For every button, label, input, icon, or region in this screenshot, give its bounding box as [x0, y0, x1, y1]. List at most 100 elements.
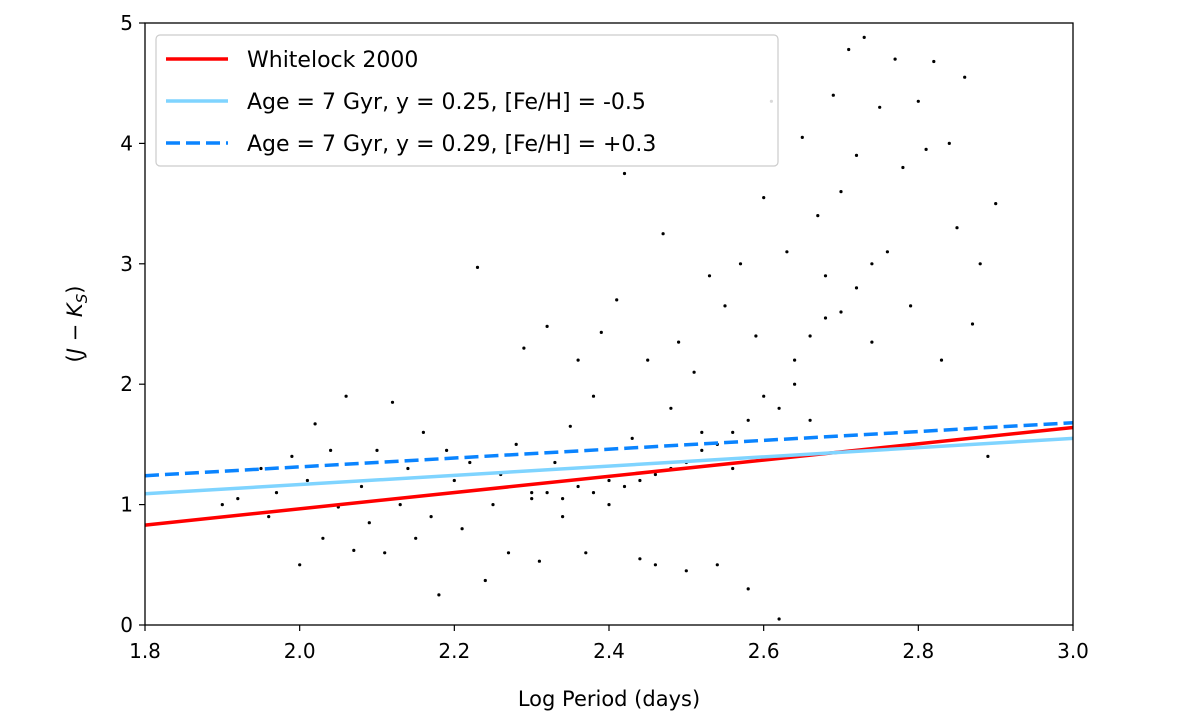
scatter-point: [414, 536, 418, 540]
scatter-point: [429, 515, 433, 519]
scatter-point: [847, 47, 851, 52]
scatter-point: [607, 503, 611, 507]
legend-label-2: Age = 7 Gyr, y = 0.25, [Fe/H] = -0.5: [247, 90, 646, 115]
legend-box: [155, 34, 779, 167]
scatter-point: [854, 286, 859, 290]
scatter-point: [939, 358, 944, 362]
scatter-point: [460, 527, 464, 531]
scatter-point: [375, 448, 379, 452]
x-tick-label: 2.4: [593, 639, 625, 663]
scatter-point: [638, 478, 642, 483]
series-line-3: [144, 420, 1074, 478]
scatter-point: [731, 430, 735, 434]
y-tick-label: 1: [120, 493, 133, 517]
scatter-point: [367, 521, 371, 525]
x-axis: 1.8 2.0 2.2 2.4 2.6 2.8 3.0: [129, 625, 1089, 663]
scatter-point: [669, 406, 673, 410]
scatter-point: [831, 93, 835, 97]
scatter-point: [468, 460, 472, 465]
x-tick-label: 1.8: [129, 639, 161, 663]
scatter-point: [321, 536, 325, 540]
scatter-point: [746, 418, 750, 422]
scatter-point: [274, 491, 279, 495]
scatter-point: [885, 250, 890, 254]
scatter-point: [978, 262, 982, 266]
x-tick-label: 2.0: [284, 639, 316, 663]
scatter-point: [390, 400, 395, 404]
scatter-point: [731, 466, 735, 471]
scatter-point: [591, 394, 596, 398]
scatter-point: [955, 226, 959, 230]
scatter-point: [290, 454, 294, 458]
scatter-point: [870, 340, 874, 344]
scatter-point: [344, 394, 348, 398]
scatter-point: [754, 334, 758, 338]
scatter-point: [522, 346, 526, 350]
scatter-point: [738, 262, 743, 266]
scatter-point: [568, 424, 572, 428]
scatter-point: [723, 304, 727, 308]
scatter-point: [236, 497, 240, 501]
scatter-point: [398, 503, 402, 507]
scatter-point: [584, 551, 588, 555]
scatter-point: [947, 141, 951, 145]
x-tick-label: 2.8: [902, 639, 934, 663]
legend-label-1: Whitelock 2000: [247, 48, 418, 73]
scatter-point: [615, 298, 619, 302]
scatter-point: [622, 484, 627, 489]
scatter-point: [599, 330, 603, 334]
scatter-point: [220, 503, 224, 507]
scatter-point: [970, 322, 975, 326]
scatter-point: [553, 460, 557, 465]
scatter-point: [452, 478, 456, 483]
y-axis-label: (J − KS): [63, 286, 91, 363]
scatter-point: [475, 265, 480, 269]
y-tick-label: 2: [120, 372, 133, 396]
y-axis-label-k: K: [63, 301, 87, 317]
scatter-point: [607, 478, 611, 483]
scatter-point: [986, 454, 990, 458]
scatter-point: [901, 165, 905, 170]
scatter-point: [707, 274, 712, 278]
scatter-point: [406, 466, 410, 471]
scatter-point: [421, 430, 425, 434]
trend-lines: [144, 420, 1074, 527]
scatter-point: [267, 515, 271, 519]
scatter-point: [808, 418, 812, 422]
scatter-point: [576, 484, 580, 489]
y-axis: 0 1 2 3 4 5: [120, 11, 145, 637]
scatter-point: [746, 587, 750, 591]
scatter-point: [653, 563, 658, 567]
scatter-point: [437, 593, 441, 597]
scatter-point: [692, 370, 696, 374]
scatter-point: [777, 617, 781, 621]
scatter-point: [630, 436, 634, 440]
scatter-point: [545, 491, 549, 495]
scatter-point: [839, 310, 843, 314]
scatter-point: [893, 57, 897, 61]
scatter-point: [653, 472, 658, 477]
y-axis-label-close: ): [63, 286, 87, 294]
scatter-point: [823, 316, 828, 320]
scatter-point: [491, 503, 495, 507]
scatter-point: [677, 340, 681, 344]
y-axis-label-subscript: S: [73, 293, 91, 303]
scatter-point: [700, 430, 704, 434]
scatter-point: [530, 491, 534, 495]
scatter-point: [816, 214, 820, 218]
scatter-point: [545, 324, 549, 328]
legend-label-3: Age = 7 Gyr, y = 0.29, [Fe/H] = +0.3: [247, 132, 656, 157]
scatter-point: [924, 147, 928, 151]
scatter-point: [916, 99, 920, 103]
scatter-point: [762, 394, 766, 398]
scatter-point: [329, 448, 333, 452]
scatter-point: [483, 578, 487, 583]
scatter-point: [878, 105, 882, 109]
scatter-point: [963, 75, 967, 79]
scatter-point: [506, 551, 511, 555]
y-axis-label-j: J: [63, 348, 87, 358]
scatter-point: [591, 491, 596, 495]
scatter-point: [793, 358, 797, 362]
scatter-point: [823, 274, 828, 278]
